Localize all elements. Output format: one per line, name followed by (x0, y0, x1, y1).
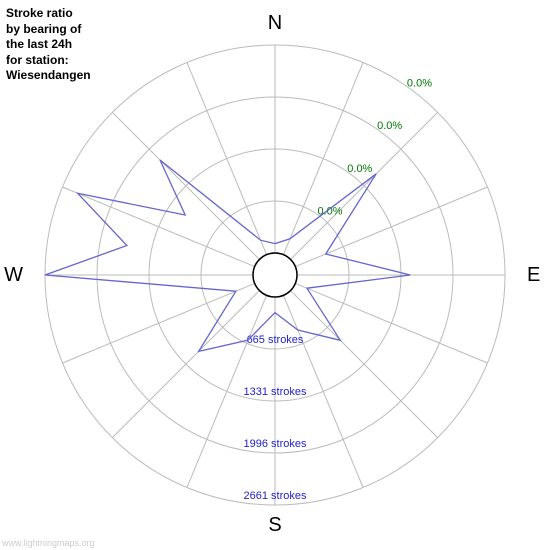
ring-label-percent: 0.0% (407, 78, 432, 90)
ring-label-percent: 0.0% (347, 163, 372, 175)
ring-label-strokes: 2661 strokes (244, 490, 307, 502)
center-circle (253, 253, 297, 297)
credit-text: www.lightningmaps.org (2, 538, 95, 548)
ring-label-strokes: 665 strokes (247, 334, 304, 346)
cardinal-n: N (268, 12, 282, 34)
ring-label-percent: 0.0% (377, 120, 402, 132)
cardinal-e: E (527, 264, 540, 286)
cardinal-w: W (4, 264, 23, 286)
ring-label-strokes: 1331 strokes (244, 386, 307, 398)
cardinal-s: S (268, 514, 281, 536)
polar-chart: 665 strokes 0.0% 1331 strokes 0.0% 1996 stro… (0, 0, 550, 550)
ring-label-strokes: 1996 strokes (244, 438, 307, 450)
